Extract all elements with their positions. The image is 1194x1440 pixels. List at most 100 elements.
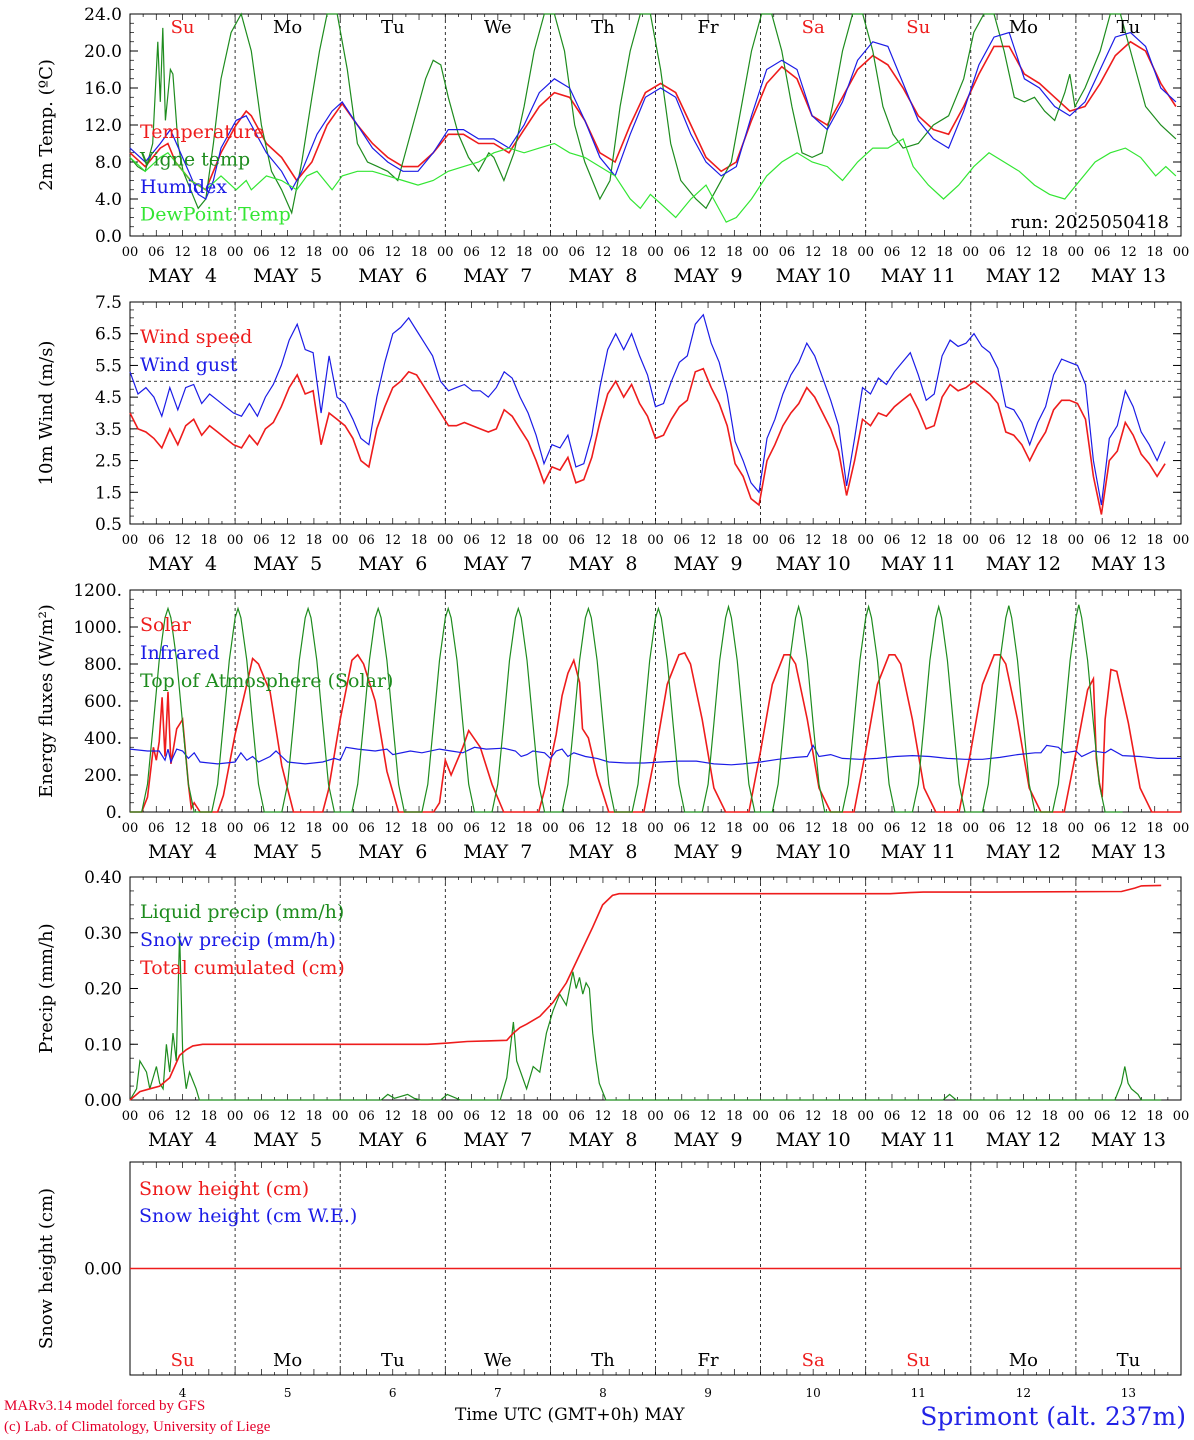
- date-label: MAY 6: [358, 1129, 427, 1151]
- date-label: MAY 13: [1091, 841, 1166, 863]
- hour-tick-label: 18: [201, 1109, 218, 1124]
- hour-tick-label: 06: [253, 245, 270, 260]
- legend-entry: Infrared: [140, 642, 220, 664]
- hour-tick-label: 12: [910, 821, 927, 836]
- weekday-label: Fr: [698, 1350, 719, 1371]
- hour-tick-label: 06: [148, 245, 165, 260]
- day-number-label: 5: [284, 1386, 292, 1400]
- weekday-label: Tu: [1117, 1350, 1141, 1371]
- date-label: MAY 10: [776, 841, 851, 863]
- weekday-label: Th: [591, 1350, 615, 1371]
- y-axis-label: 10m Wind (m/s): [36, 341, 57, 486]
- hour-tick-label: 06: [674, 821, 691, 836]
- hour-tick-label: 18: [831, 1109, 848, 1124]
- hour-tick-label: 06: [253, 1109, 270, 1124]
- hour-tick-label: 12: [700, 533, 717, 548]
- date-label: MAY 6: [358, 841, 427, 863]
- hour-tick-label: 12: [174, 245, 191, 260]
- hour-tick-label: 06: [779, 821, 796, 836]
- legend-entry: Vigne temp: [139, 149, 250, 171]
- date-label: MAY 7: [463, 553, 532, 575]
- weekday-label: Mo: [1009, 17, 1038, 38]
- y-tick-label: 6.5: [95, 325, 122, 345]
- hour-tick-label: 00: [227, 1109, 244, 1124]
- y-tick-label: 24.0: [84, 5, 122, 25]
- date-label: MAY 9: [673, 841, 742, 863]
- hour-tick-label: 06: [884, 245, 901, 260]
- hour-tick-label: 00: [332, 533, 349, 548]
- hour-tick-label: 12: [805, 245, 822, 260]
- series-line-total-cumulated-cm-: [129, 884, 1162, 1101]
- hour-tick-label: 06: [463, 1109, 480, 1124]
- hour-tick-label: 06: [989, 821, 1006, 836]
- legend-entry: Humidex: [140, 176, 227, 198]
- day-number-label: 10: [806, 1386, 821, 1400]
- y-tick-label: 3.5: [95, 420, 122, 440]
- hour-tick-label: 18: [411, 821, 428, 836]
- weekday-label: Fr: [698, 17, 719, 38]
- hour-tick-label: 06: [568, 1109, 585, 1124]
- hour-tick-label: 06: [148, 1109, 165, 1124]
- hour-tick-label: 12: [700, 1109, 717, 1124]
- date-label: MAY 7: [463, 1129, 532, 1151]
- date-label: MAY 9: [673, 553, 742, 575]
- hour-tick-label: 00: [437, 1109, 454, 1124]
- date-label: MAY 12: [986, 841, 1061, 863]
- hour-tick-label: 00: [1173, 821, 1190, 836]
- hour-tick-label: 18: [726, 245, 743, 260]
- hour-tick-label: 18: [1041, 533, 1058, 548]
- hour-tick-label: 18: [306, 245, 323, 260]
- run-annotation: run: 2025050418: [1011, 212, 1169, 233]
- y-tick-label: 12.0: [84, 116, 122, 136]
- hour-tick-label: 00: [963, 245, 980, 260]
- hour-tick-label: 00: [1068, 245, 1085, 260]
- date-label: MAY 4: [148, 265, 217, 287]
- hour-tick-label: 00: [857, 1109, 874, 1124]
- hour-tick-label: 18: [936, 533, 953, 548]
- hour-tick-label: 18: [621, 1109, 638, 1124]
- date-label: MAY 8: [568, 841, 637, 863]
- weekday-label: Th: [591, 17, 615, 38]
- hour-tick-label: 12: [1015, 821, 1032, 836]
- hour-tick-label: 06: [989, 1109, 1006, 1124]
- hour-tick-label: 06: [1094, 821, 1111, 836]
- y-tick-label: 1.5: [95, 483, 122, 503]
- hour-tick-label: 12: [279, 1109, 296, 1124]
- hour-tick-label: 06: [463, 245, 480, 260]
- panel-5: 0.00 Snow height (cm) Snow height (cm) Snow…: [36, 1161, 1182, 1400]
- hour-tick-label: 18: [1146, 1109, 1163, 1124]
- weekday-label: We: [484, 17, 512, 38]
- hour-tick-label: 06: [884, 533, 901, 548]
- hour-tick-label: 06: [989, 533, 1006, 548]
- day-number-label: 7: [494, 1386, 502, 1400]
- date-label: MAY 5: [253, 1129, 322, 1151]
- hour-tick-label: 00: [752, 245, 769, 260]
- date-label: MAY 5: [253, 265, 322, 287]
- hour-tick-label: 06: [463, 821, 480, 836]
- hour-tick-label: 12: [384, 533, 401, 548]
- day-number-label: 13: [1121, 1386, 1136, 1400]
- date-label: MAY 13: [1091, 265, 1166, 287]
- series-line-temperature: [129, 40, 1177, 191]
- hour-tick-label: 18: [831, 533, 848, 548]
- weekday-label: Sa: [802, 17, 825, 38]
- legend-entry: Solar: [140, 614, 192, 636]
- model-credit: MARv3.14 model forced by GFS: [4, 1398, 206, 1414]
- hour-tick-label: 18: [621, 533, 638, 548]
- hour-tick-label: 18: [201, 533, 218, 548]
- hour-tick-label: 18: [201, 821, 218, 836]
- hour-tick-label: 00: [437, 533, 454, 548]
- y-axis-label: 2m Temp. (ºC): [36, 59, 57, 191]
- weekday-label: Su: [906, 17, 930, 38]
- hour-tick-label: 12: [1120, 245, 1137, 260]
- series-line-solar: [130, 651, 1181, 813]
- date-label: MAY 10: [776, 265, 851, 287]
- y-tick-label: 4.0: [95, 190, 122, 210]
- hour-tick-label: 06: [148, 821, 165, 836]
- hour-tick-label: 12: [174, 533, 191, 548]
- hour-tick-label: 18: [516, 245, 533, 260]
- y-tick-label: 7.5: [95, 293, 122, 313]
- hour-tick-label: 00: [1173, 245, 1190, 260]
- hour-tick-label: 18: [411, 1109, 428, 1124]
- hour-tick-label: 00: [647, 533, 664, 548]
